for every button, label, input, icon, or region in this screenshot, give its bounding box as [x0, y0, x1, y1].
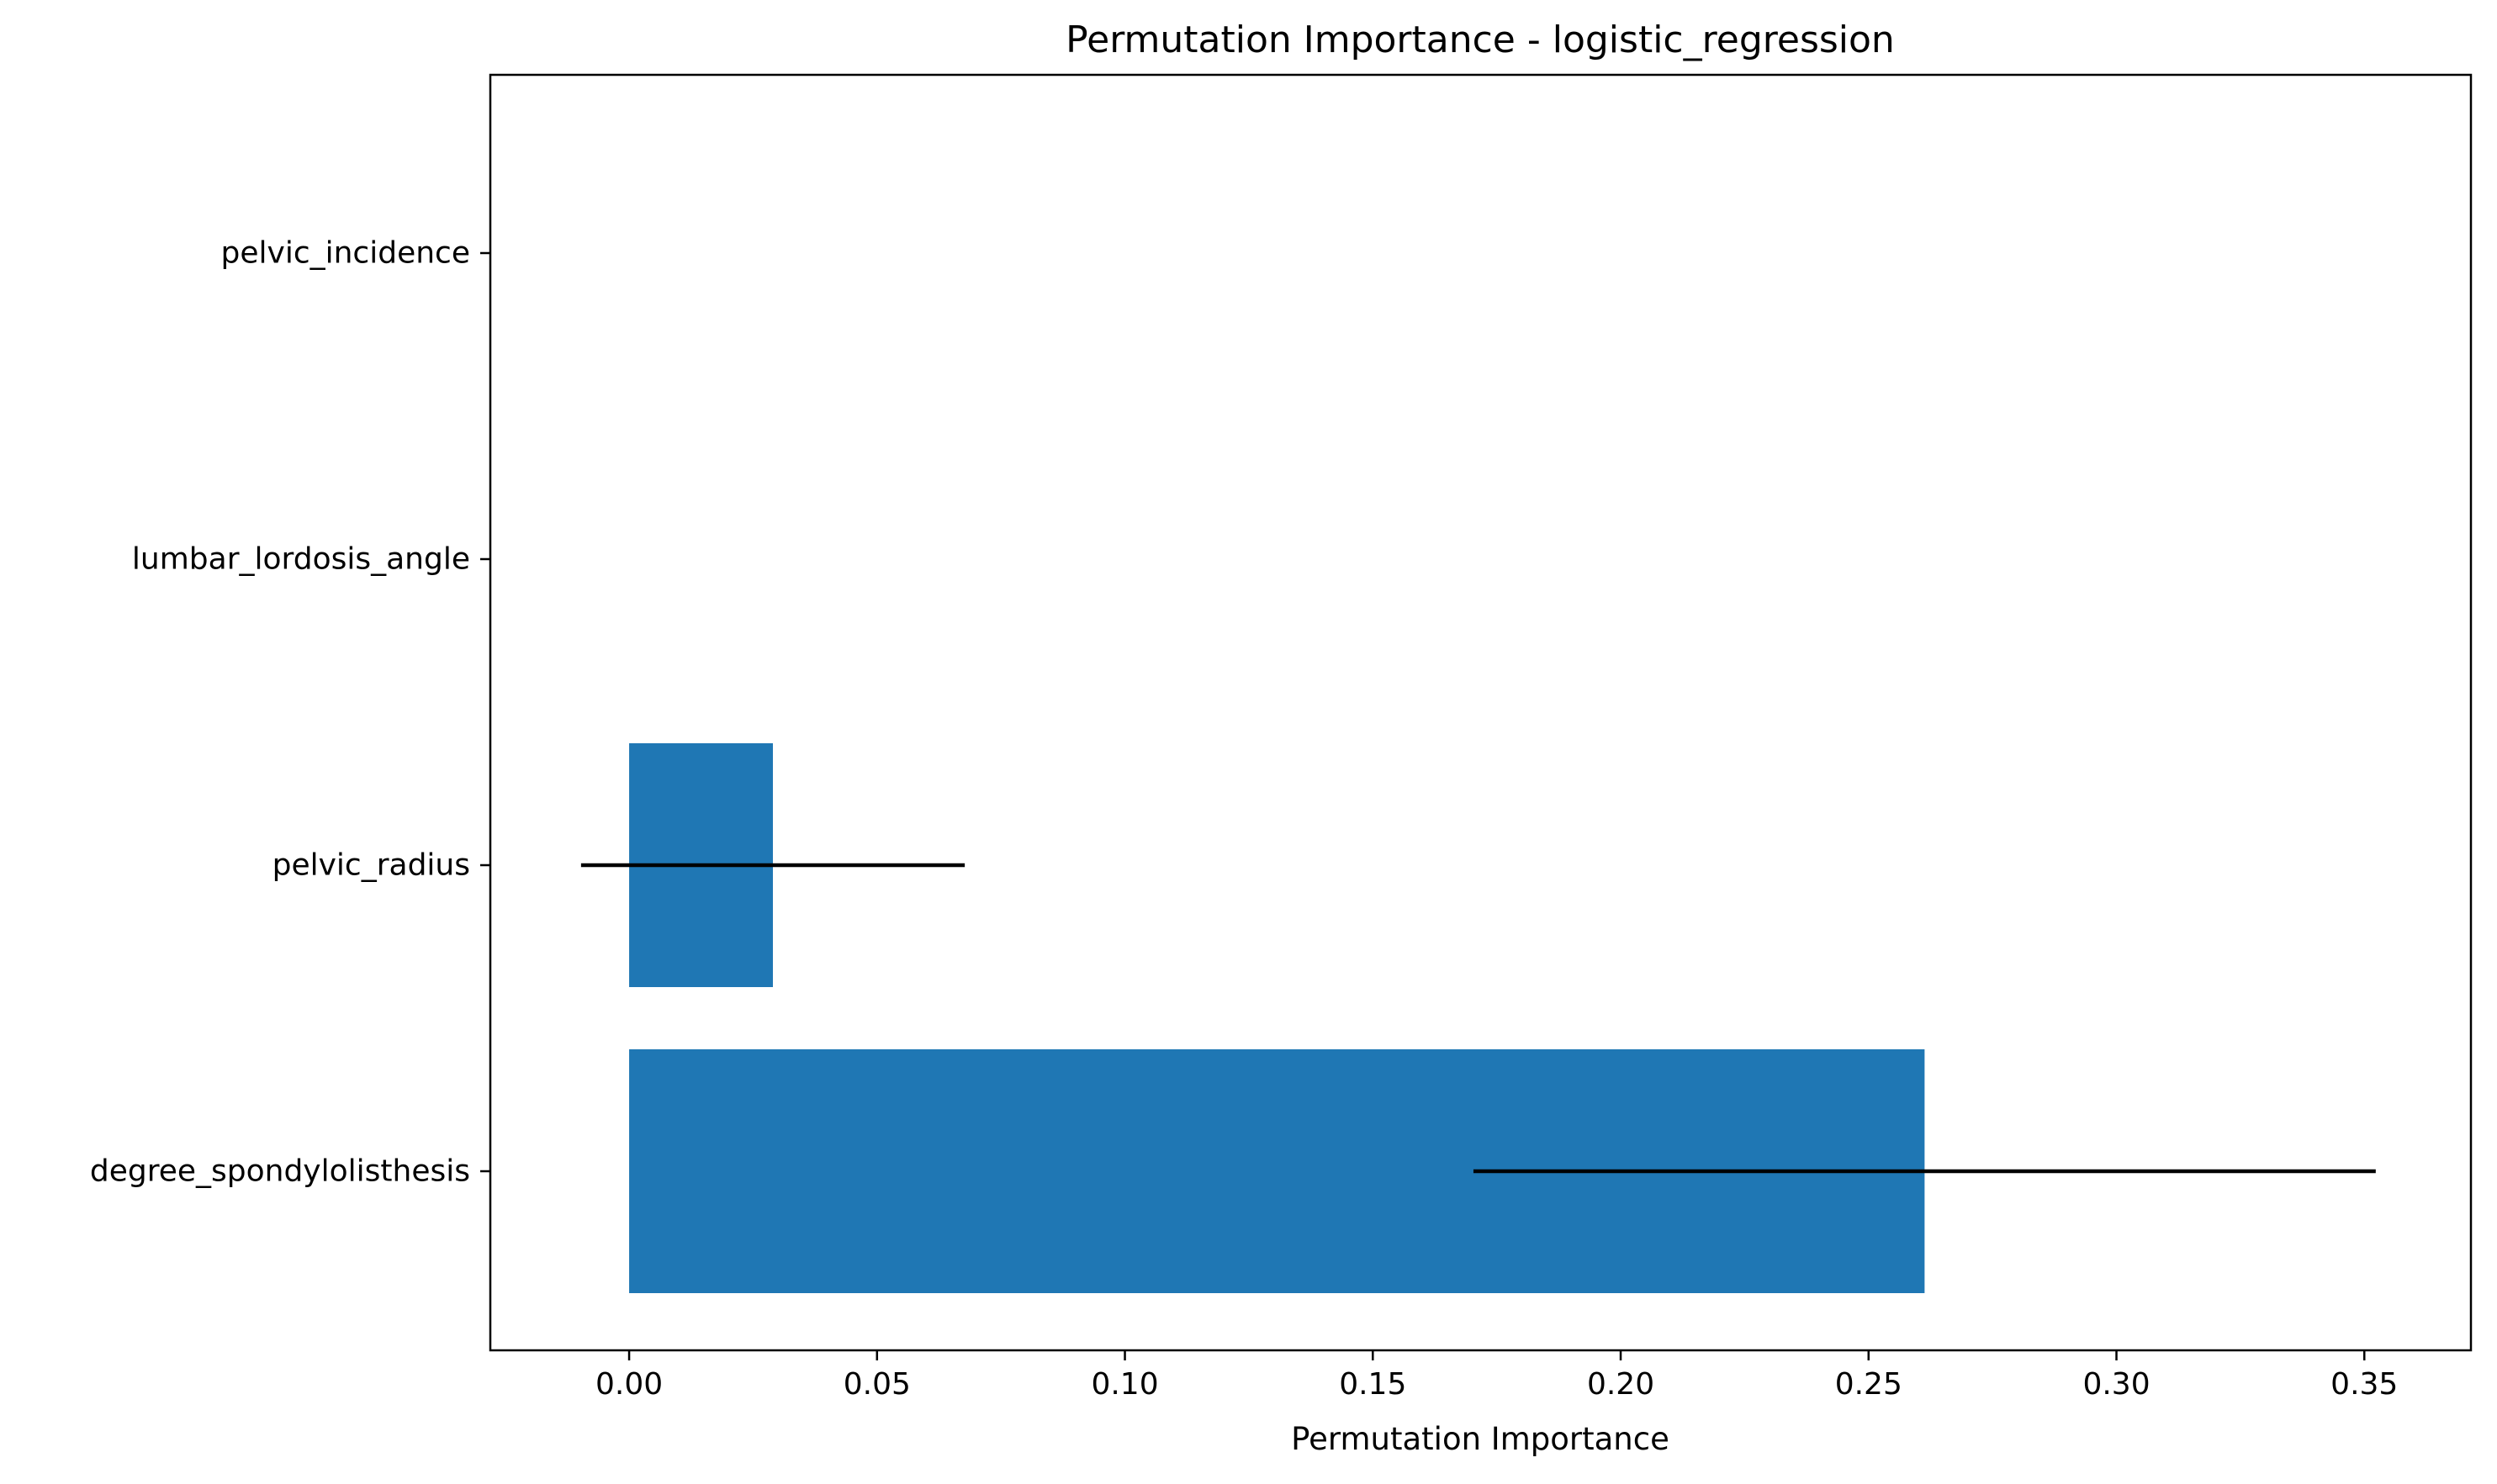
x-tick-label: 0.00 — [595, 1367, 663, 1402]
y-tick-label: pelvic_radius — [272, 848, 470, 883]
x-tick-label: 0.20 — [1587, 1367, 1654, 1402]
x-tick-label: 0.05 — [844, 1367, 911, 1402]
x-tick-label: 0.10 — [1091, 1367, 1158, 1402]
x-tick-label: 0.30 — [2082, 1367, 2150, 1402]
y-axis: degree_spondylolisthesis pelvic_radius lum… — [90, 236, 490, 1189]
x-axis: 0.00 0.05 0.10 0.15 0.20 0.25 0.30 0.35 — [595, 1350, 2398, 1402]
plot-area-frame — [489, 73, 2473, 1352]
y-tick-label: lumbar_lordosis_angle — [132, 542, 470, 577]
y-tick-label: degree_spondylolisthesis — [90, 1154, 470, 1189]
x-tick-label: 0.35 — [2330, 1367, 2398, 1402]
y-tick-label: pelvic_incidence — [221, 236, 470, 271]
x-tick-label: 0.25 — [1835, 1367, 1902, 1402]
x-axis-title: Permutation Importance — [1291, 1421, 1669, 1457]
error-bars-layer — [580, 863, 2376, 1174]
x-tick-label: 0.15 — [1339, 1367, 1406, 1402]
chart-title: Permutation Importance - logistic_regres… — [1066, 18, 1895, 61]
